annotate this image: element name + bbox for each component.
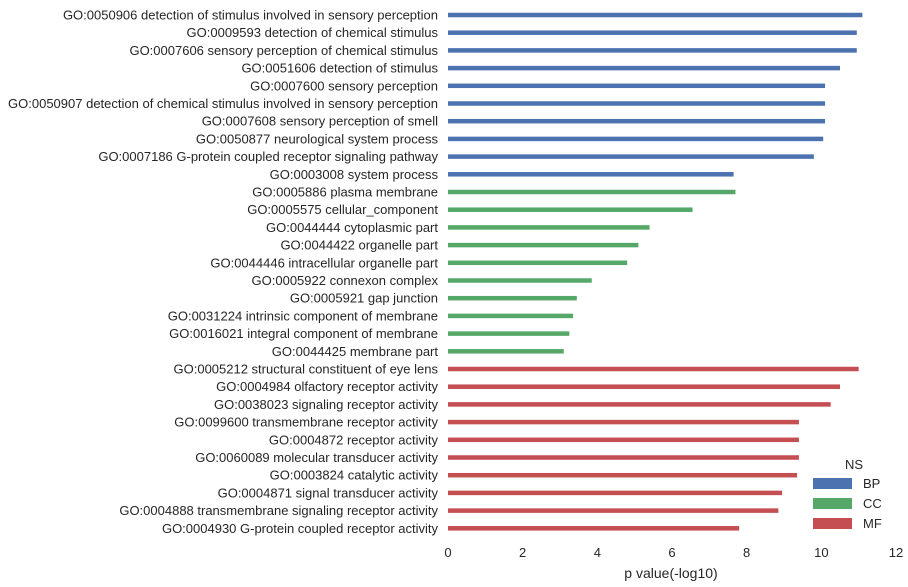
legend-label-cc: CC <box>863 496 882 511</box>
bar-cc <box>448 242 639 248</box>
x-tick-label: 4 <box>594 545 601 560</box>
bar-bp <box>448 172 734 177</box>
category-label: GO:0038023 signaling receptor activity <box>214 397 439 412</box>
bar-bp <box>448 118 826 124</box>
category-label: GO:0004872 receptor activity <box>269 432 439 447</box>
category-label: GO:0051606 detection of stimulus <box>241 61 438 76</box>
category-label: GO:0060089 molecular transducer activity <box>195 450 438 465</box>
bars-layer <box>448 12 863 531</box>
bar-mf <box>448 455 799 460</box>
category-label: GO:0009593 detection of chemical stimulu… <box>187 25 439 40</box>
x-axis-label: p value(-log10) <box>624 565 717 581</box>
bar-mf <box>448 472 798 478</box>
bar-mf <box>448 419 799 425</box>
bar-cc <box>448 295 577 301</box>
bar-mf <box>448 402 831 407</box>
category-label: GO:0050906 detection of stimulus involve… <box>63 8 438 23</box>
category-label: GO:0044422 organelle part <box>280 238 438 253</box>
x-tick-label: 12 <box>889 545 903 560</box>
category-labels: GO:0050906 detection of stimulus involve… <box>8 8 438 536</box>
x-tick-label: 8 <box>743 545 750 560</box>
bar-cc <box>448 331 570 336</box>
legend-title: NS <box>845 457 863 472</box>
category-label: GO:0007606 sensory perception of chemica… <box>129 43 438 58</box>
category-label: GO:0005575 cellular_component <box>247 202 438 217</box>
bar-bp <box>448 83 826 89</box>
category-label: GO:0005886 plasma membrane <box>252 185 438 200</box>
category-label: GO:0050877 neurological system process <box>196 131 439 146</box>
category-label: GO:0005921 gap junction <box>290 291 438 306</box>
bar-bp <box>448 48 857 53</box>
x-tick-label: 10 <box>814 545 828 560</box>
bar-mf <box>448 508 779 513</box>
category-label: GO:0005922 connexon complex <box>252 273 439 288</box>
category-label: GO:0031224 intrinsic component of membra… <box>168 308 438 323</box>
legend: NS BP CC MF <box>813 457 882 531</box>
category-label: GO:0004871 signal transducer activity <box>218 485 439 500</box>
category-label: GO:0007186 G-protein coupled receptor si… <box>98 149 438 164</box>
legend-swatch-cc <box>813 498 852 509</box>
bar-mf <box>448 490 783 496</box>
category-label: GO:0004888 transmembrane signaling recep… <box>119 503 438 518</box>
category-label: GO:0007600 sensory perception <box>250 78 438 93</box>
bar-cc <box>448 278 592 283</box>
category-label: GO:0003824 catalytic activity <box>270 468 439 483</box>
category-label: GO:0044446 intracellular organelle part <box>210 255 438 270</box>
x-tick-label: 6 <box>668 545 675 560</box>
bar-mf <box>448 437 799 443</box>
legend-swatch-bp <box>813 478 852 489</box>
x-tick-label: 2 <box>519 545 526 560</box>
category-label: GO:0044444 cytoplasmic part <box>266 220 438 235</box>
category-label: GO:0007608 sensory perception of smell <box>202 114 438 129</box>
bar-cc <box>448 313 574 319</box>
category-label: GO:0004984 olfactory receptor activity <box>216 379 438 394</box>
bar-bp <box>448 154 814 159</box>
bar-bp <box>448 101 826 106</box>
legend-swatch-mf <box>813 518 852 529</box>
x-axis: 0 2 4 6 8 10 12 <box>444 545 903 560</box>
category-label: GO:0016021 integral component of membran… <box>169 326 438 341</box>
bar-bp <box>448 30 857 35</box>
bar-mf <box>448 526 740 531</box>
x-tick-label: 0 <box>444 545 451 560</box>
bar-cc <box>448 207 693 212</box>
bar-cc <box>448 260 628 266</box>
category-label: GO:0003008 system process <box>270 167 439 182</box>
category-label: GO:0044425 membrane part <box>272 344 439 359</box>
bar-mf <box>448 384 840 389</box>
category-label: GO:0004930 G-protein coupled receptor ac… <box>162 521 439 536</box>
category-label: GO:0099600 transmembrane receptor activi… <box>174 415 438 430</box>
bar-bp <box>448 65 840 71</box>
bar-bp <box>448 136 824 142</box>
category-label: GO:0050907 detection of chemical stimulu… <box>8 96 438 111</box>
bar-cc <box>448 349 564 354</box>
category-label: GO:0005212 structural constituent of eye… <box>174 362 439 377</box>
bar-cc <box>448 225 650 230</box>
legend-label-bp: BP <box>863 476 880 491</box>
bar-mf <box>448 366 859 372</box>
bar-cc <box>448 189 736 195</box>
bar-bp <box>448 12 863 18</box>
legend-label-mf: MF <box>863 516 882 531</box>
